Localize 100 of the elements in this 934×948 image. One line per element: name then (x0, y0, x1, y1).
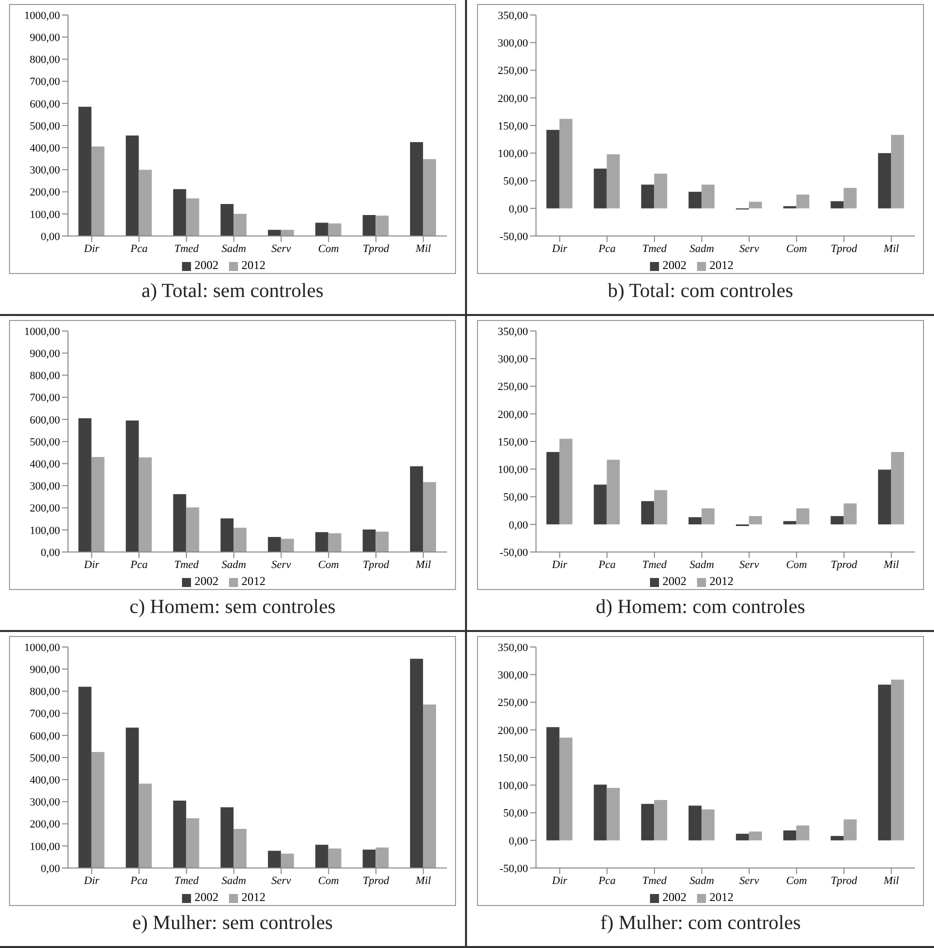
y-tick-label: 0,00 (508, 519, 528, 532)
y-tick-label: 50,00 (503, 808, 528, 820)
legend-label: 2002 (662, 890, 686, 904)
x-tick-label: Serv (271, 558, 292, 571)
text: c) Homem: sem controles (129, 596, 336, 619)
y-tick-label: 800,00 (30, 370, 60, 382)
x-tick-label: Com (786, 558, 808, 571)
y-tick-label: 200,00 (30, 818, 60, 831)
x-tick-label: Sadm (690, 558, 714, 571)
legend-label: 2002 (194, 574, 218, 588)
x-tick-label: Dir (83, 242, 100, 255)
x-tick-label: Tprod (362, 242, 390, 255)
x-tick-label: Tmed (642, 874, 668, 887)
x-tick-label: Dir (83, 558, 100, 571)
x-tick-label: Tmed (642, 558, 668, 571)
x-tick-label: Tprod (830, 558, 858, 571)
y-tick-label: 50,00 (503, 176, 528, 188)
legend-label: 2002 (662, 258, 686, 272)
x-tick-label: Pca (130, 242, 148, 255)
y-tick-label: 300,00 (30, 164, 60, 177)
x-tick-label: Serv (739, 242, 760, 255)
y-tick-label: 300,00 (498, 670, 528, 682)
x-tick-label: Pca (598, 558, 616, 571)
y-tick-label: 0,00 (40, 546, 60, 559)
x-tick-label: Sadm (690, 242, 714, 255)
y-tick-label: 200,00 (498, 408, 528, 421)
x-tick-label: Dir (83, 874, 100, 887)
y-tick-label: 400,00 (30, 142, 60, 155)
y-tick-label: 1000,00 (24, 642, 60, 654)
x-tick-label: Tprod (830, 242, 858, 255)
y-tick-label: 150,00 (498, 752, 528, 764)
y-tick-label: 0,00 (40, 862, 60, 875)
x-tick-label: Serv (739, 874, 760, 887)
y-tick-label: 400,00 (30, 774, 60, 787)
text: a) Total: sem controles (141, 280, 324, 303)
y-tick-label: 600,00 (30, 730, 60, 742)
legend-label: 2012 (710, 574, 734, 588)
x-tick-label: Tprod (830, 874, 858, 887)
legend-label: 2002 (662, 574, 686, 588)
y-tick-label: 0,00 (40, 230, 60, 243)
y-tick-label: 100,00 (30, 840, 60, 853)
x-tick-label: Dir (551, 558, 568, 571)
x-tick-label: Serv (271, 874, 292, 887)
x-tick-label: Pca (130, 874, 148, 887)
x-tick-label: Mil (882, 874, 899, 887)
x-tick-label: Com (318, 242, 340, 255)
y-tick-label: 100,00 (30, 524, 60, 537)
x-tick-label: Tprod (362, 874, 390, 887)
y-tick-label: 0,00 (508, 835, 528, 848)
x-tick-label: Pca (130, 558, 148, 571)
y-tick-label: 200,00 (30, 502, 60, 515)
x-tick-label: Com (318, 874, 340, 887)
y-tick-label: 900,00 (30, 664, 60, 676)
y-tick-label: 400,00 (30, 458, 60, 471)
y-tick-label: 350,00 (498, 642, 528, 654)
y-tick-label: 800,00 (30, 686, 60, 698)
y-tick-label: 100,00 (498, 148, 528, 160)
x-tick-label: Sadm (222, 242, 246, 255)
y-tick-label: -50,00 (500, 230, 528, 243)
y-tick-label: 600,00 (30, 414, 60, 426)
y-tick-label: 250,00 (498, 65, 528, 78)
y-tick-label: 100,00 (30, 208, 60, 221)
y-tick-label: 900,00 (30, 32, 60, 44)
y-tick-label: 200,00 (30, 186, 60, 199)
text: e) Mulher: sem controles (132, 912, 333, 935)
x-tick-label: Mil (414, 558, 431, 571)
legend-label: 2012 (242, 890, 266, 904)
y-tick-label: 150,00 (498, 120, 528, 132)
y-tick-label: 100,00 (498, 464, 528, 476)
x-tick-label: Tmed (174, 558, 200, 571)
x-tick-label: Mil (414, 242, 431, 255)
y-tick-label: 800,00 (30, 54, 60, 66)
x-tick-label: Pca (598, 874, 616, 887)
y-tick-label: 200,00 (498, 724, 528, 737)
x-tick-label: Serv (739, 558, 760, 571)
x-tick-label: Mil (882, 558, 899, 571)
x-tick-label: Sadm (222, 558, 246, 571)
text: f) Mulher: com controles (600, 912, 801, 935)
y-tick-label: 350,00 (498, 326, 528, 338)
y-tick-label: 700,00 (30, 392, 60, 404)
y-tick-label: 100,00 (498, 780, 528, 792)
y-tick-label: 1000,00 (24, 10, 60, 22)
x-tick-label: Tmed (174, 874, 200, 887)
y-tick-label: 300,00 (30, 480, 60, 493)
x-tick-label: Com (318, 558, 340, 571)
y-tick-label: 50,00 (503, 492, 528, 504)
y-tick-label: 250,00 (498, 697, 528, 710)
y-tick-label: 250,00 (498, 381, 528, 394)
y-tick-label: 500,00 (30, 752, 60, 764)
y-tick-label: 0,00 (508, 203, 528, 216)
y-tick-label: 700,00 (30, 76, 60, 88)
y-tick-label: 350,00 (498, 10, 528, 22)
x-tick-label: Tprod (362, 558, 390, 571)
x-tick-label: Dir (551, 242, 568, 255)
y-tick-label: -50,00 (500, 862, 528, 875)
y-tick-label: 600,00 (30, 98, 60, 110)
x-tick-label: Com (786, 242, 808, 255)
x-tick-label: Com (786, 874, 808, 887)
text: d) Homem: com controles (596, 596, 806, 619)
x-tick-label: Sadm (222, 874, 246, 887)
